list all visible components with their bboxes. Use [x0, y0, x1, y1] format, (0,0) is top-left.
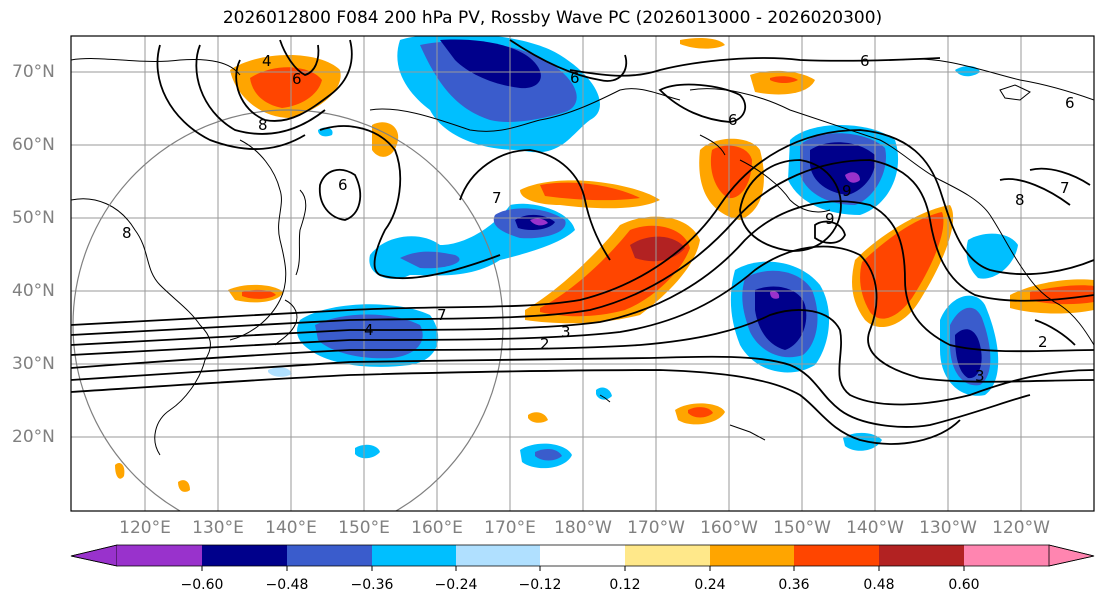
colorbar-tick-label: −0.60	[180, 577, 224, 593]
contour-label: 4	[364, 321, 374, 339]
colorbar-cell	[879, 545, 964, 566]
colorbar-tick-label: −0.24	[434, 577, 478, 593]
contour-label: 9	[825, 210, 835, 228]
contour-label: 6	[860, 52, 870, 70]
contour-label: 8	[1015, 191, 1025, 209]
lon-label: 120°W	[992, 518, 1050, 538]
colorbar-cell	[540, 545, 625, 566]
colorbar-tick-label: 0.24	[694, 577, 726, 593]
contour-label: 4	[262, 52, 272, 70]
lat-label: 60°N	[12, 135, 55, 155]
colorbar-cell	[964, 545, 1049, 566]
contour-label: 7	[437, 306, 447, 324]
colorbar-cell	[710, 545, 794, 566]
lon-label: 130°W	[919, 518, 977, 538]
coastlines	[71, 58, 1094, 456]
contour-label: 6	[338, 176, 348, 194]
colorbar-cell	[287, 545, 372, 566]
contour-label: 6	[1065, 94, 1075, 112]
colorbar-cell	[117, 545, 202, 566]
colorbar	[70, 544, 1095, 571]
colorbar-tick-label: 0.12	[609, 577, 641, 593]
lon-label: 140°W	[846, 518, 904, 538]
contour-label: 9	[842, 182, 852, 200]
colorbar-cell	[372, 545, 456, 566]
colorbar-tick-label: 0.60	[948, 577, 980, 593]
colorbar-tick-label: −0.48	[265, 577, 309, 593]
lon-label: 120°E	[119, 518, 171, 538]
plot-frame	[70, 35, 1095, 512]
lon-label: 170°W	[627, 518, 685, 538]
lat-label: 20°N	[12, 427, 55, 447]
contour-labels: 6 6 6 6 6 6 8 8 8 9 9 7 7 7 4 4 3 3 2 2	[122, 52, 1075, 385]
lon-label: 160°E	[411, 518, 463, 538]
lon-label: 170°E	[484, 518, 536, 538]
colorbar-tick-label: −0.36	[350, 577, 394, 593]
contour-label: 2	[1038, 333, 1048, 351]
lon-label: 130°E	[192, 518, 244, 538]
colorbar-cell	[625, 545, 710, 566]
lon-label: 140°E	[265, 518, 317, 538]
contour-label: 7	[492, 189, 502, 207]
contour-label: 6	[292, 70, 302, 88]
contour-label: 2	[540, 335, 550, 353]
colorbar-ticks	[201, 566, 965, 571]
map-title: 2026012800 F084 200 hPa PV, Rossby Wave …	[222, 8, 883, 28]
colorbar-tick-label: 0.36	[778, 577, 810, 593]
contour-label: 8	[122, 224, 132, 242]
lon-label: 160°W	[700, 518, 758, 538]
contour-label: 7	[1060, 179, 1070, 197]
contour-label: 6	[570, 69, 580, 87]
contour-label: 3	[561, 323, 571, 341]
lat-label: 30°N	[12, 354, 55, 374]
lat-label: 70°N	[12, 62, 55, 82]
lat-label: 50°N	[12, 208, 55, 228]
lon-label: 150°W	[773, 518, 831, 538]
colorbar-tick-label: −0.12	[518, 577, 562, 593]
contour-label: 8	[258, 116, 268, 134]
lon-label: 150°E	[338, 518, 390, 538]
colorbar-cell	[202, 545, 287, 566]
contour-label: 3	[975, 367, 985, 385]
colorbar-cell	[794, 545, 879, 566]
lat-label: 40°N	[12, 281, 55, 301]
colorbar-outline	[70, 544, 1095, 567]
colorbar-cell	[456, 545, 540, 566]
contours	[71, 39, 1094, 445]
lon-label: 180°W	[554, 518, 612, 538]
colorbar-tick-label: 0.48	[863, 577, 895, 593]
contour-label: 6	[728, 111, 738, 129]
colorbar-cell	[1048, 544, 1095, 567]
colorbar-cell	[70, 544, 118, 567]
